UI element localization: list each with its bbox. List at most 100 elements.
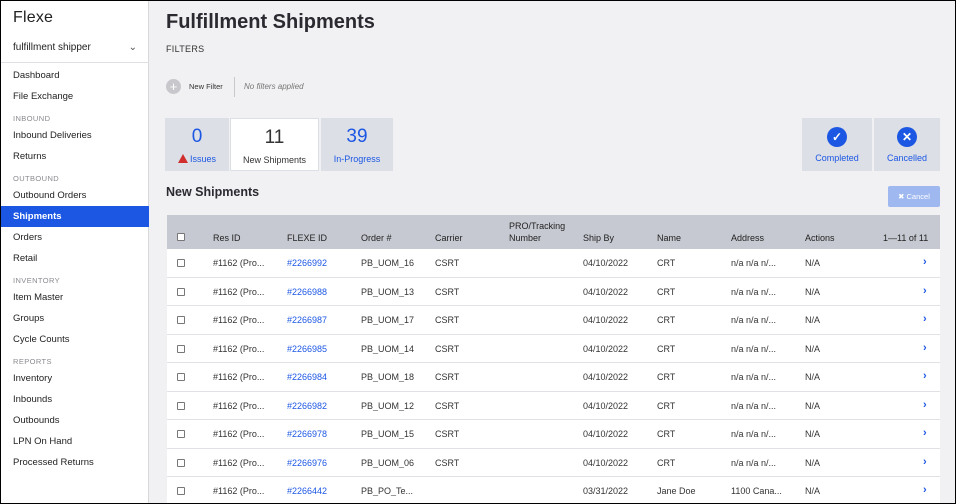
flexe-id-cell[interactable]: #2266987 [287,315,328,325]
column-header-address[interactable]: Address [731,233,765,243]
cancel-button[interactable]: ✖ Cancel [888,186,940,207]
sidebar-item-retail[interactable]: Retail [13,253,38,264]
row-checkbox[interactable] [177,430,185,438]
flexe-id-cell[interactable]: #2266976 [287,457,328,468]
issues-label-wrap: Issues [165,154,229,164]
sidebar-item-file-exchange[interactable]: File Exchange [13,91,74,102]
plus-circle-icon[interactable]: + [166,79,181,94]
res-id-cell: #1162 (Pro... [213,429,265,439]
carrier-cell: CSRT [435,429,460,439]
row-checkbox[interactable] [177,287,185,296]
flexe-id-cell[interactable]: #2266992 [287,258,328,268]
row-checkbox[interactable] [177,373,185,381]
address-cell: n/a n/a n/... [731,258,777,268]
select-all-checkbox[interactable] [177,233,185,241]
tab-in-progress[interactable]: 39 In-Progress [321,118,393,171]
chevron-right-icon[interactable]: › [923,455,927,468]
table-row[interactable]: #1162 (Pro... #2266985 PB_UOM_14 CSRT 04/10/… [167,334,940,363]
res-id-cell: #1162 (Pro... [213,457,265,468]
sidebar-item-inbound-deliveries[interactable]: Inbound Deliveries [13,130,92,141]
tab-completed[interactable]: ✓ Completed [802,118,872,171]
table-row[interactable]: #1162 (Pro... #2266992 PB_UOM_16 CSRT 04/10/… [167,249,940,278]
sidebar-section-outbound: OUTBOUND [13,174,60,183]
flexe-id-cell[interactable]: #2266442 [287,486,328,496]
sidebar-item-item-master[interactable]: Item Master [13,292,64,303]
sidebar-item-dashboard[interactable]: Dashboard [13,70,60,81]
chevron-right-icon[interactable]: › [923,484,927,496]
row-checkbox[interactable] [177,316,185,324]
new-shipments-count: 11 [264,127,285,148]
name-cell: CRT [657,286,676,297]
sidebar-section-reports: REPORTS [13,357,52,366]
table-row[interactable]: #1162 (Pro... #2266976 PB_UOM_06 CSRT 04/10/… [167,448,940,477]
chevron-right-icon[interactable]: › [923,370,927,382]
table-row[interactable]: #1162 (Pro... #2266978 PB_UOM_15 CSRT 04/10/… [167,420,940,449]
carrier-cell: CSRT [435,457,460,468]
name-cell: CRT [657,457,676,468]
issues-label: Issues [189,154,216,164]
sidebar-item-inventory[interactable]: Inventory [13,373,53,384]
actions-cell: N/A [805,286,821,297]
sidebar-item-lpn-on-hand[interactable]: LPN On Hand [13,436,73,447]
sidebar-item-cycle-counts[interactable]: Cycle Counts [13,334,70,345]
flexe-id-cell[interactable]: #2266985 [287,343,328,354]
row-checkbox[interactable] [177,259,185,267]
sidebar-item-groups[interactable]: Groups [13,313,45,324]
flexe-id-cell[interactable]: #2266984 [287,372,328,382]
actions-cell: N/A [805,315,821,325]
row-checkbox[interactable] [177,401,185,410]
column-header-pro-tracking-number[interactable]: PRO/Tracking Number [509,221,566,243]
new-filter-button[interactable]: New Filter [189,82,223,91]
column-header-order[interactable]: Order # [361,233,392,243]
tab-cancelled[interactable]: ✕ Cancelled [874,118,940,171]
order-number-cell: PB_UOM_17 [361,315,415,325]
account-switcher[interactable]: fulfillment shipper ⌄ [13,42,137,53]
chevron-right-icon[interactable]: › [923,427,927,439]
row-checkbox[interactable] [177,487,185,495]
row-checkbox[interactable] [177,458,185,467]
order-number-cell: PB_UOM_18 [361,372,415,382]
column-header-flexe-id[interactable]: FLEXE ID [287,233,328,243]
flexe-id-cell[interactable]: #2266982 [287,400,328,411]
flexe-id-cell[interactable]: #2266978 [287,429,328,439]
order-number-cell: PB_UOM_13 [361,286,415,297]
sidebar-item-processed-returns[interactable]: Processed Returns [13,457,94,468]
table-row[interactable]: #1162 (Pro... #2266987 PB_UOM_17 CSRT 04/10/… [167,306,940,335]
completed-label: Completed [815,153,859,163]
column-header-ship-by[interactable]: Ship By [583,233,615,243]
chevron-right-icon[interactable]: › [923,256,927,268]
sidebar-item-outbound-orders[interactable]: Outbound Orders [13,190,87,201]
chevron-right-icon[interactable]: › [923,284,927,297]
res-id-cell: #1162 (Pro... [213,486,265,496]
name-cell: CRT [657,400,676,411]
no-filters-text: No filters applied [244,82,304,91]
account-name: fulfillment shipper [13,42,91,53]
sidebar-divider [1,62,149,63]
sidebar-section-inventory: INVENTORY [13,276,61,285]
column-header-name[interactable]: Name [657,233,682,243]
sidebar-item-orders[interactable]: Orders [13,232,43,243]
sidebar-item-outbounds[interactable]: Outbounds [13,415,60,426]
sidebar-item-returns[interactable]: Returns [13,151,47,162]
tab-new-shipments[interactable]: 11 New Shipments [230,118,319,171]
sidebar-item-inbounds[interactable]: Inbounds [13,394,53,405]
column-header-res-id[interactable]: Res ID [213,233,241,243]
row-checkbox[interactable] [177,344,185,353]
table-body: #1162 (Pro... #2266992 PB_UOM_16 CSRT 04/10/… [167,249,940,503]
chevron-right-icon[interactable]: › [923,341,927,354]
address-cell: n/a n/a n/... [731,286,777,297]
column-header-actions[interactable]: Actions [805,233,835,243]
carrier-cell: CSRT [435,286,460,297]
order-number-cell: PB_PO_Te... [361,486,414,496]
chevron-right-icon[interactable]: › [923,398,927,411]
flexe-id-cell[interactable]: #2266988 [287,286,328,297]
tab-issues[interactable]: 0 Issues [165,118,229,171]
table-row[interactable]: #1162 (Pro... #2266984 PB_UOM_18 CSRT 04/10/… [167,363,940,392]
table-row[interactable]: #1162 (Pro... #2266982 PB_UOM_12 CSRT 04/10/… [167,391,940,420]
sidebar-item-shipments[interactable]: Shipments [1,206,149,227]
table-row[interactable]: #1162 (Pro... #2266442 PB_PO_Te... 03/31/20… [167,477,940,503]
chevron-right-icon[interactable]: › [923,313,927,325]
column-header-carrier[interactable]: Carrier [435,233,463,243]
table-row[interactable]: #1162 (Pro... #2266988 PB_UOM_13 CSRT 04/10/… [167,277,940,306]
carrier-cell: CSRT [435,372,460,382]
